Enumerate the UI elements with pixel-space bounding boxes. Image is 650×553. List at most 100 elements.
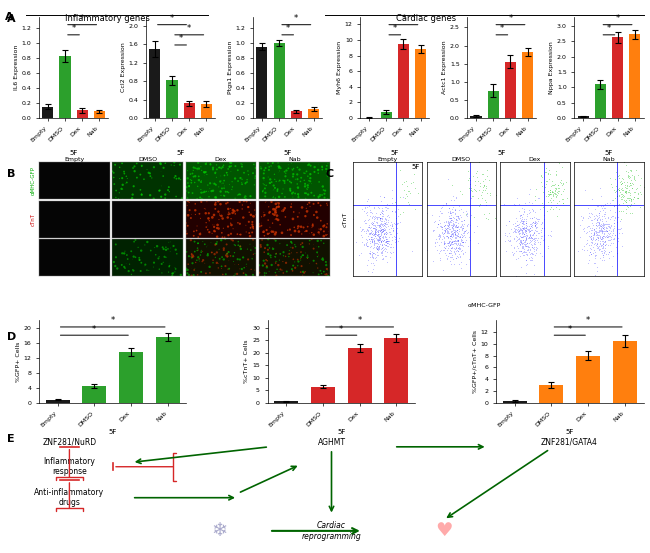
Point [265, 242, 275, 251]
Point [376, 220, 387, 229]
Point [375, 214, 385, 223]
Point [370, 212, 380, 221]
Bar [119, 352, 143, 403]
Point [515, 239, 525, 248]
Point [359, 216, 370, 225]
Point [617, 186, 627, 195]
Point [306, 172, 316, 181]
Point [452, 243, 463, 252]
Point [597, 221, 608, 229]
Point [381, 237, 391, 246]
Point [600, 233, 610, 242]
Point [434, 231, 445, 240]
Point [544, 205, 554, 213]
Point [222, 213, 233, 222]
Point [540, 168, 550, 177]
Point [625, 209, 635, 218]
Point [268, 244, 278, 253]
Point [304, 229, 315, 238]
Point [600, 208, 610, 217]
Point [532, 216, 543, 225]
Point [523, 226, 534, 234]
Point [387, 185, 397, 194]
Point [248, 222, 258, 231]
Point [619, 158, 630, 167]
Point [378, 240, 389, 249]
Point [436, 231, 446, 240]
Point [593, 230, 604, 239]
Point [577, 211, 587, 220]
Point [192, 222, 202, 231]
Point [384, 200, 395, 209]
Point [183, 188, 194, 197]
Point [259, 269, 270, 278]
Point [372, 231, 382, 239]
Point [378, 227, 389, 236]
Point [176, 270, 186, 279]
Point [592, 215, 602, 224]
Point [597, 242, 608, 251]
Point [263, 235, 274, 244]
Point [456, 221, 467, 230]
Point [597, 240, 608, 249]
Point [447, 216, 457, 225]
Point [385, 229, 395, 238]
Point [362, 202, 372, 211]
Point [539, 223, 549, 232]
Point [515, 214, 526, 223]
Text: ZNF281/GATA4: ZNF281/GATA4 [540, 438, 597, 447]
Bar [540, 385, 564, 403]
Point [525, 249, 536, 258]
Point [402, 191, 413, 200]
Point [432, 245, 442, 254]
Point [134, 253, 144, 262]
Point [369, 249, 380, 258]
Point [444, 203, 454, 212]
Point [270, 228, 281, 237]
Y-axis label: Merge: Merge [31, 249, 36, 266]
Point [447, 251, 458, 259]
Point [375, 222, 385, 231]
Point [222, 249, 233, 258]
Point [302, 253, 313, 262]
Point [373, 243, 384, 252]
Point [205, 179, 215, 187]
Point [449, 247, 460, 255]
Point [366, 241, 376, 250]
Point [387, 224, 398, 233]
Point [523, 243, 533, 252]
Point [372, 213, 382, 222]
Point [369, 229, 379, 238]
Point [449, 226, 460, 234]
Point [380, 243, 390, 252]
Point [378, 231, 388, 240]
Point [453, 231, 463, 240]
Point [593, 217, 604, 226]
Point [547, 176, 557, 185]
Point [244, 208, 254, 217]
Point [301, 204, 311, 213]
Point [308, 244, 318, 253]
Point [302, 207, 312, 216]
Point [237, 205, 248, 213]
Point [196, 188, 207, 197]
Point [484, 176, 494, 185]
Point [445, 213, 456, 222]
Point [271, 271, 281, 280]
Point [607, 196, 618, 205]
Point [196, 246, 207, 255]
Point [381, 245, 391, 254]
Point [313, 264, 323, 273]
Point [466, 185, 476, 194]
Point [527, 213, 538, 222]
Point [514, 230, 524, 239]
Point [588, 232, 599, 241]
Point [275, 239, 285, 248]
Point [190, 164, 200, 173]
Point [363, 194, 374, 203]
Point [625, 180, 636, 189]
Point [243, 255, 254, 264]
Point [235, 230, 245, 239]
Point [586, 237, 597, 246]
Point [136, 258, 146, 267]
